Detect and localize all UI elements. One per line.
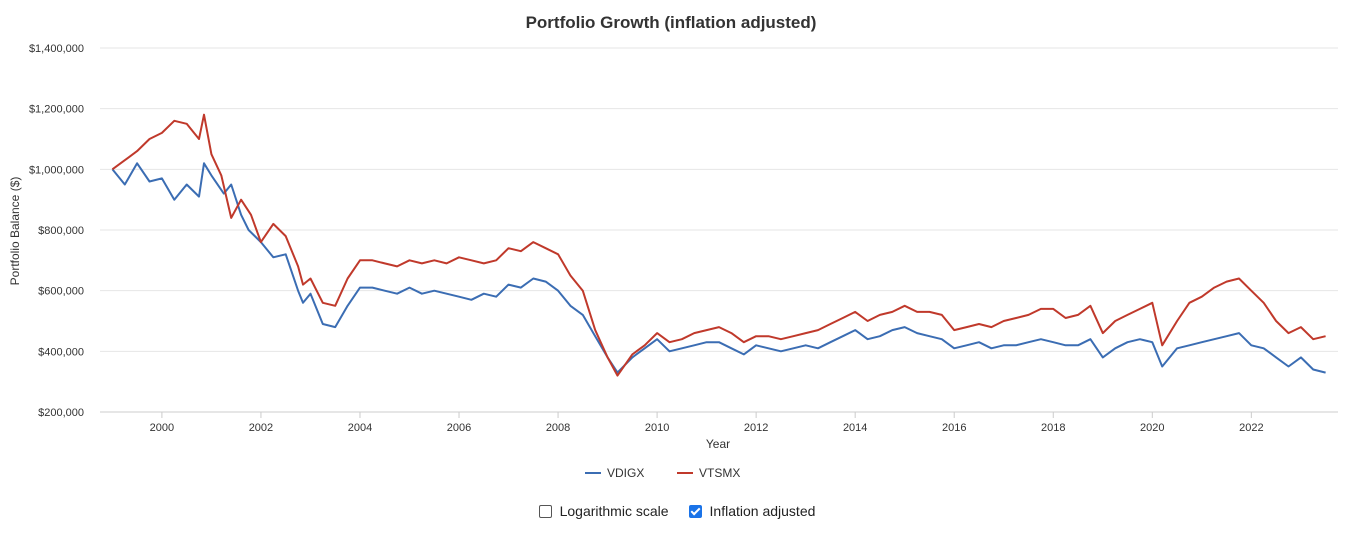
legend-label: VTSMX <box>699 466 740 480</box>
y-tick-label: $800,000 <box>38 225 84 237</box>
x-tick-label: 2002 <box>249 422 273 434</box>
log-scale-checkbox[interactable] <box>538 504 552 518</box>
x-tick-label: 2016 <box>942 422 966 434</box>
legend: VDIGX VTSMX <box>585 466 740 480</box>
y-tick-label: $1,200,000 <box>29 104 84 116</box>
x-axis-title: Year <box>706 437 730 451</box>
y-axis-title: Portfolio Balance ($) <box>8 177 22 286</box>
chart-title: Portfolio Growth (inflation adjusted) <box>526 13 817 32</box>
inflation-adjusted-label: Inflation adjusted <box>709 503 816 519</box>
log-scale-toggle[interactable]: Logarithmic scale <box>538 503 669 519</box>
x-tick-label: 2014 <box>843 422 867 434</box>
series-line-vtsmx <box>111 113 1326 377</box>
log-scale-label: Logarithmic scale <box>559 503 669 519</box>
y-tick-label: $200,000 <box>38 407 84 419</box>
grid-lines <box>100 47 1338 413</box>
chart-controls: Logarithmic scale Inflation adjusted <box>0 503 1354 519</box>
x-tick-label: 2004 <box>348 422 372 434</box>
x-tick-label: 2020 <box>1140 422 1164 434</box>
x-tick-label: 2022 <box>1239 422 1263 434</box>
y-tick-label: $600,000 <box>38 286 84 298</box>
y-tick-label: $1,000,000 <box>29 164 84 176</box>
series-lines <box>111 113 1326 377</box>
x-tick-label: 2010 <box>645 422 669 434</box>
x-tick-label: 2008 <box>546 422 570 434</box>
x-tick-label: 2012 <box>744 422 768 434</box>
legend-label: VDIGX <box>607 466 644 480</box>
x-tick-label: 2006 <box>447 422 471 434</box>
legend-item-vdigx[interactable]: VDIGX <box>585 466 644 480</box>
series-line-vdigx <box>111 162 1326 374</box>
inflation-adjusted-toggle[interactable]: Inflation adjusted <box>688 503 816 519</box>
x-tick-label: 2000 <box>150 422 174 434</box>
y-tick-label: $1,400,000 <box>29 43 84 55</box>
legend-item-vtsmx[interactable]: VTSMX <box>677 466 740 480</box>
y-axis-ticks: $200,000 $400,000 $600,000 $800,000 $1,000,0… <box>29 43 84 419</box>
inflation-adjusted-checkbox[interactable] <box>688 504 702 518</box>
x-axis-ticks: 2000 2002 2004 2006 2008 2010 2012 2014 2016 2018… <box>150 412 1264 434</box>
x-tick-label: 2018 <box>1041 422 1065 434</box>
y-tick-label: $400,000 <box>38 346 84 358</box>
